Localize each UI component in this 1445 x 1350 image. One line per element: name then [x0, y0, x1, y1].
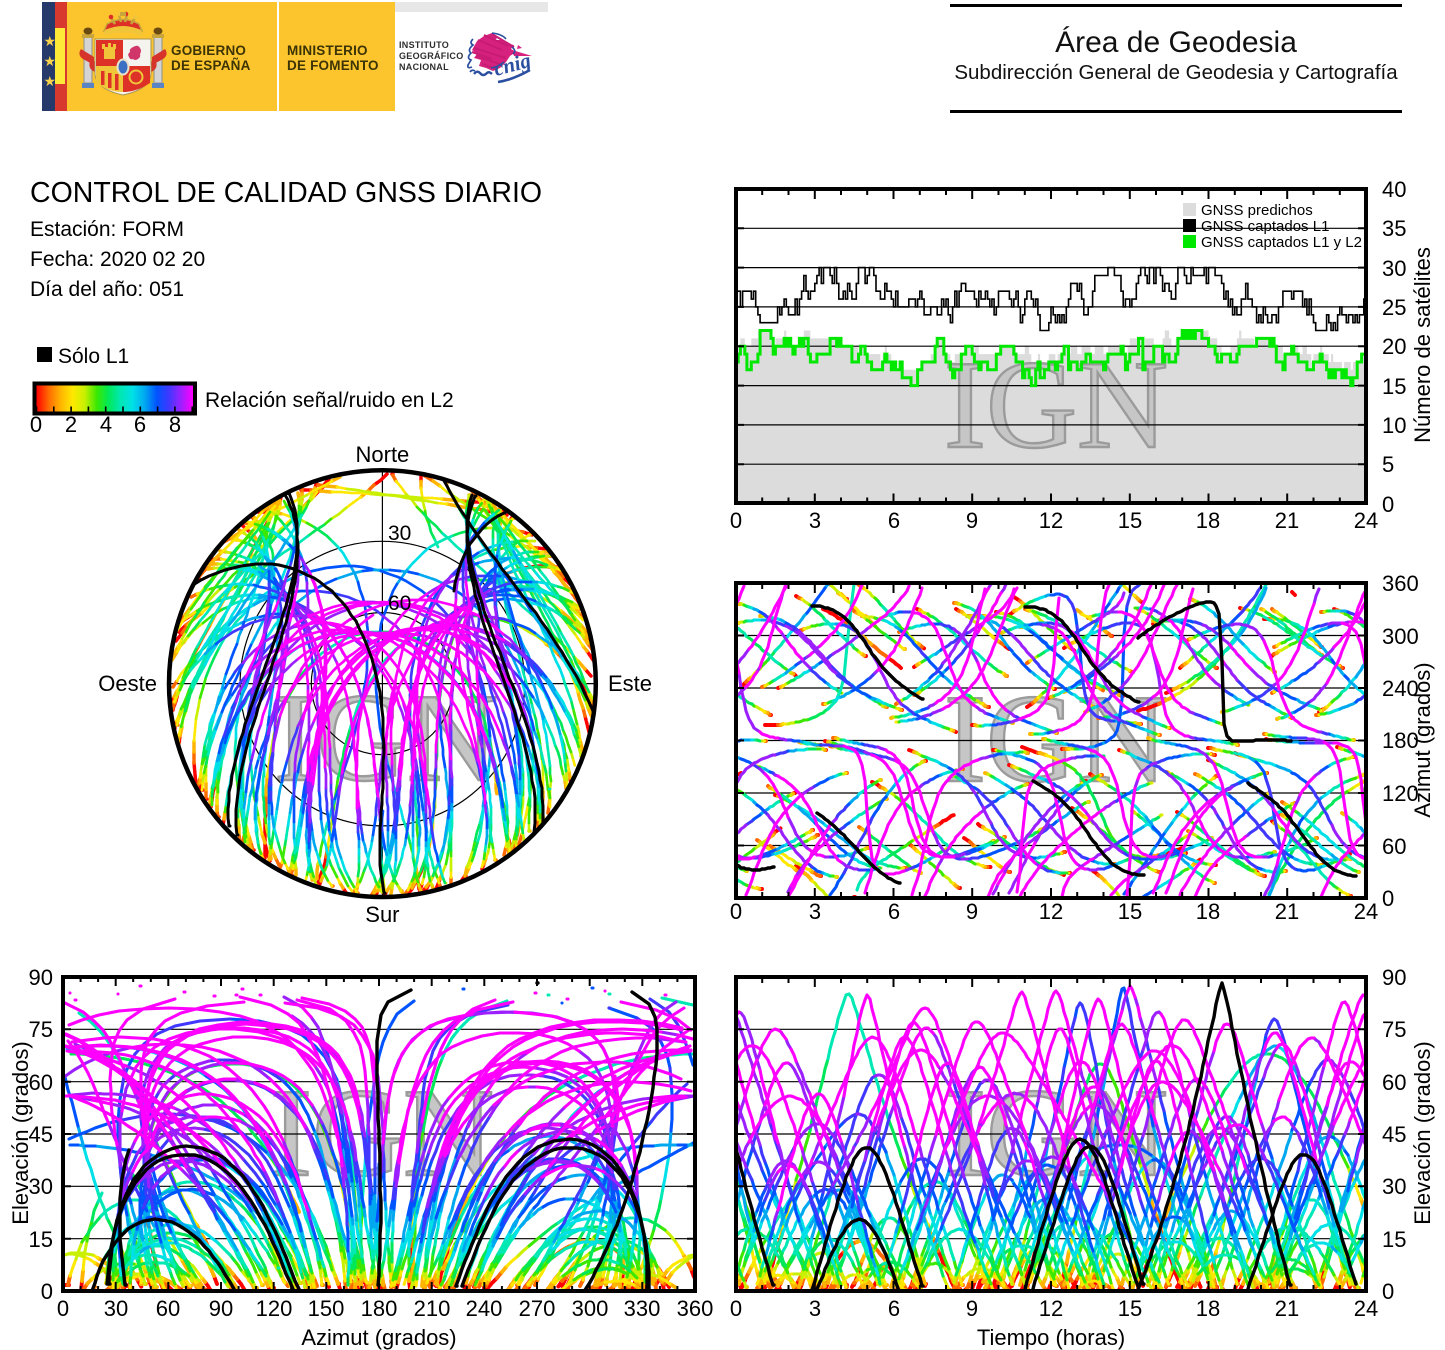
svg-text:60: 60 — [1382, 1070, 1406, 1095]
svg-text:Este: Este — [608, 671, 652, 696]
svg-text:12: 12 — [1039, 1296, 1063, 1321]
svg-text:21: 21 — [1275, 899, 1299, 924]
svg-text:Oeste: Oeste — [98, 671, 157, 696]
svg-text:90: 90 — [209, 1296, 233, 1321]
svg-text:120: 120 — [256, 1296, 293, 1321]
svg-text:210: 210 — [414, 1296, 451, 1321]
svg-text:330: 330 — [624, 1296, 661, 1321]
svg-text:45: 45 — [1382, 1122, 1406, 1147]
svg-text:90: 90 — [1382, 965, 1406, 990]
svg-text:24: 24 — [1354, 508, 1378, 533]
svg-text:0: 0 — [730, 1296, 742, 1321]
svg-text:60: 60 — [29, 1070, 53, 1095]
svg-text:Elevación (grados): Elevación (grados) — [1410, 1041, 1435, 1224]
svg-text:0: 0 — [1382, 1279, 1394, 1304]
svg-text:15: 15 — [1118, 508, 1142, 533]
svg-text:Número de satélites: Número de satélites — [1410, 247, 1435, 443]
svg-text:30: 30 — [29, 1174, 53, 1199]
svg-text:15: 15 — [29, 1227, 53, 1252]
svg-text:5: 5 — [1382, 452, 1394, 477]
svg-text:6: 6 — [888, 899, 900, 924]
svg-text:35: 35 — [1382, 216, 1406, 241]
svg-text:3: 3 — [809, 899, 821, 924]
svg-text:360: 360 — [677, 1296, 714, 1321]
svg-text:75: 75 — [29, 1017, 53, 1042]
svg-text:Norte: Norte — [356, 442, 410, 467]
svg-text:18: 18 — [1196, 899, 1220, 924]
svg-text:240: 240 — [466, 1296, 503, 1321]
svg-text:60: 60 — [1382, 834, 1406, 859]
svg-text:6: 6 — [134, 412, 146, 437]
svg-text:GNSS captados L1 y L2: GNSS captados L1 y L2 — [1201, 234, 1362, 251]
svg-text:IGN: IGN — [944, 336, 1168, 475]
svg-text:30: 30 — [1382, 1174, 1406, 1199]
svg-text:60: 60 — [156, 1296, 180, 1321]
svg-text:21: 21 — [1275, 1296, 1299, 1321]
svg-text:30: 30 — [104, 1296, 128, 1321]
svg-text:Sur: Sur — [365, 902, 399, 927]
svg-text:15: 15 — [1118, 899, 1142, 924]
svg-text:180: 180 — [1382, 728, 1419, 753]
svg-text:24: 24 — [1354, 1296, 1378, 1321]
svg-text:25: 25 — [1382, 295, 1406, 320]
svg-text:GNSS captados L1: GNSS captados L1 — [1201, 218, 1329, 235]
svg-text:10: 10 — [1382, 413, 1406, 438]
svg-text:270: 270 — [519, 1296, 556, 1321]
svg-text:15: 15 — [1382, 374, 1406, 399]
svg-text:15: 15 — [1118, 1296, 1142, 1321]
svg-text:4: 4 — [100, 412, 112, 437]
svg-text:150: 150 — [308, 1296, 345, 1321]
svg-text:0: 0 — [1382, 886, 1394, 911]
svg-text:120: 120 — [1382, 781, 1419, 806]
svg-text:Sólo L1: Sólo L1 — [58, 345, 129, 368]
svg-text:0: 0 — [41, 1279, 53, 1304]
svg-text:0: 0 — [57, 1296, 69, 1321]
svg-text:GNSS predichos: GNSS predichos — [1201, 202, 1313, 219]
svg-text:21: 21 — [1275, 508, 1299, 533]
svg-text:0: 0 — [730, 508, 742, 533]
svg-text:6: 6 — [888, 508, 900, 533]
svg-text:Relación señal/ruido en L2: Relación señal/ruido en L2 — [205, 389, 454, 412]
svg-text:180: 180 — [361, 1296, 398, 1321]
svg-text:300: 300 — [1382, 624, 1419, 649]
svg-text:3: 3 — [809, 508, 821, 533]
svg-text:40: 40 — [1382, 177, 1406, 202]
svg-text:60: 60 — [388, 592, 411, 615]
svg-text:3: 3 — [809, 1296, 821, 1321]
svg-text:Tiempo (horas): Tiempo (horas) — [977, 1325, 1125, 1350]
svg-text:9: 9 — [966, 508, 978, 533]
svg-text:9: 9 — [966, 1296, 978, 1321]
svg-text:30: 30 — [388, 522, 411, 545]
svg-text:Elevación (grados): Elevación (grados) — [8, 1041, 33, 1224]
svg-text:20: 20 — [1382, 334, 1406, 359]
svg-text:0: 0 — [1382, 492, 1394, 517]
svg-text:45: 45 — [29, 1122, 53, 1147]
svg-text:12: 12 — [1039, 899, 1063, 924]
svg-text:2: 2 — [65, 412, 77, 437]
svg-text:0: 0 — [30, 412, 42, 437]
svg-text:75: 75 — [1382, 1017, 1406, 1042]
svg-text:6: 6 — [888, 1296, 900, 1321]
svg-text:30: 30 — [1382, 256, 1406, 281]
svg-text:18: 18 — [1196, 508, 1220, 533]
svg-text:9: 9 — [966, 899, 978, 924]
svg-text:Azimut (grados): Azimut (grados) — [1410, 662, 1435, 817]
svg-text:Azimut (grados): Azimut (grados) — [301, 1325, 456, 1350]
svg-text:360: 360 — [1382, 571, 1419, 596]
svg-text:15: 15 — [1382, 1227, 1406, 1252]
svg-text:90: 90 — [29, 965, 53, 990]
svg-text:12: 12 — [1039, 508, 1063, 533]
svg-text:240: 240 — [1382, 676, 1419, 701]
svg-text:24: 24 — [1354, 899, 1378, 924]
svg-text:18: 18 — [1196, 1296, 1220, 1321]
svg-text:0: 0 — [730, 899, 742, 924]
svg-text:8: 8 — [169, 412, 181, 437]
svg-text:300: 300 — [572, 1296, 609, 1321]
